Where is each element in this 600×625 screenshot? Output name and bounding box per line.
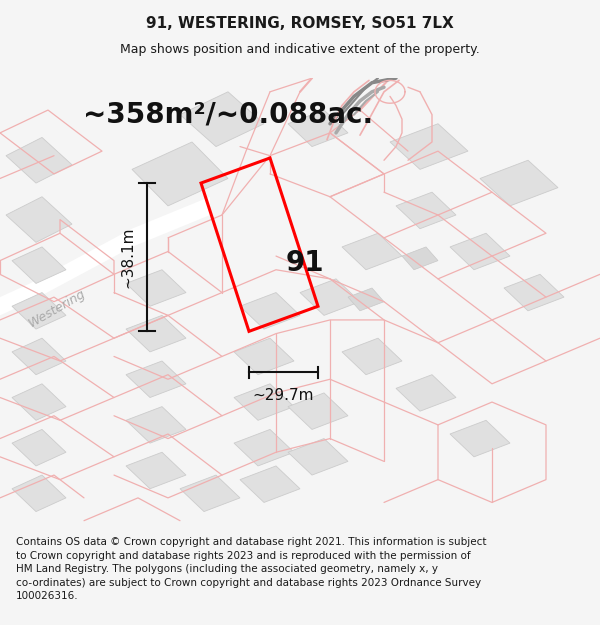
Polygon shape xyxy=(180,92,264,146)
Polygon shape xyxy=(240,466,300,503)
Polygon shape xyxy=(342,233,402,270)
Polygon shape xyxy=(126,452,186,489)
Polygon shape xyxy=(348,288,384,311)
Polygon shape xyxy=(126,270,186,306)
Polygon shape xyxy=(126,361,186,398)
Text: Map shows position and indicative extent of the property.: Map shows position and indicative extent… xyxy=(120,43,480,56)
Polygon shape xyxy=(480,160,558,206)
Polygon shape xyxy=(126,407,186,443)
Polygon shape xyxy=(0,197,210,316)
Polygon shape xyxy=(288,393,348,429)
Polygon shape xyxy=(300,279,360,316)
Polygon shape xyxy=(288,110,348,146)
Polygon shape xyxy=(504,274,564,311)
Polygon shape xyxy=(12,475,66,511)
Polygon shape xyxy=(390,124,468,169)
Text: 91, WESTERING, ROMSEY, SO51 7LX: 91, WESTERING, ROMSEY, SO51 7LX xyxy=(146,16,454,31)
Polygon shape xyxy=(240,292,300,329)
Polygon shape xyxy=(234,384,294,420)
Polygon shape xyxy=(126,316,186,352)
Polygon shape xyxy=(12,384,66,420)
Polygon shape xyxy=(342,338,402,374)
Polygon shape xyxy=(132,142,228,206)
Polygon shape xyxy=(6,197,72,242)
Text: Westering: Westering xyxy=(26,287,88,330)
Polygon shape xyxy=(12,247,66,284)
Polygon shape xyxy=(12,292,66,329)
Polygon shape xyxy=(234,429,294,466)
Polygon shape xyxy=(12,429,66,466)
Polygon shape xyxy=(12,338,66,374)
Polygon shape xyxy=(450,420,510,457)
Polygon shape xyxy=(396,374,456,411)
Text: Contains OS data © Crown copyright and database right 2021. This information is : Contains OS data © Crown copyright and d… xyxy=(16,537,487,601)
Polygon shape xyxy=(6,138,72,183)
Text: ~358m²/~0.088ac.: ~358m²/~0.088ac. xyxy=(83,101,373,129)
Polygon shape xyxy=(450,233,510,270)
Text: 91: 91 xyxy=(285,249,324,277)
Polygon shape xyxy=(180,475,240,511)
Polygon shape xyxy=(234,338,294,374)
Polygon shape xyxy=(288,439,348,475)
Polygon shape xyxy=(402,247,438,270)
Text: ~38.1m: ~38.1m xyxy=(120,226,136,288)
Polygon shape xyxy=(396,192,456,229)
Text: ~29.7m: ~29.7m xyxy=(253,388,314,402)
